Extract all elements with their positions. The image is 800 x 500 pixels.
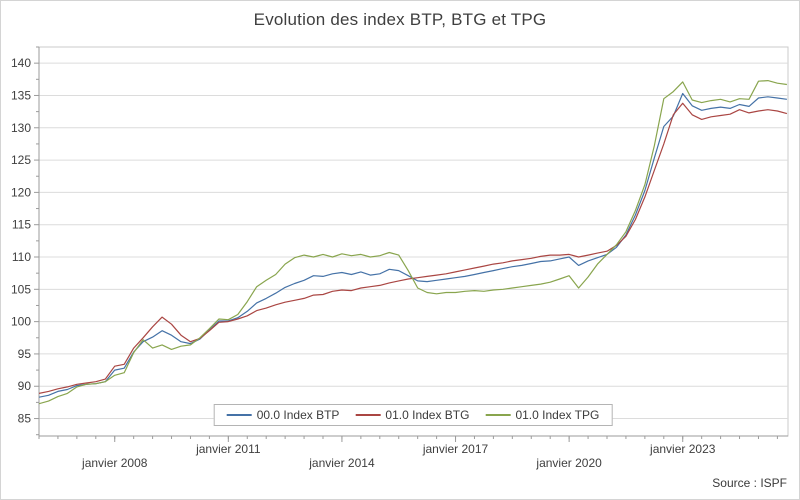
tpg-line-swatch-icon: [485, 414, 511, 416]
series-line-tpg: [39, 79, 787, 405]
y-tick-label: 110: [12, 250, 31, 264]
y-tick-label: 140: [11, 56, 31, 70]
source-caption: Source : ISPF: [712, 476, 787, 490]
legend-item-btg[interactable]: 01.0 Index BTG: [355, 408, 469, 422]
legend-label-btp: 00.0 Index BTP: [256, 408, 340, 422]
y-tick-label: 125: [11, 153, 31, 167]
legend-label-btg: 01.0 Index BTG: [385, 408, 470, 422]
y-tick-label: 85: [18, 412, 32, 426]
chart-title: Evolution des index BTP, BTG et TPG: [253, 10, 547, 29]
y-tick-label: 120: [11, 185, 31, 199]
legend-item-btp[interactable]: 00.0 Index BTP: [226, 408, 340, 422]
y-tick-label: 90: [18, 379, 32, 393]
x-tick-label: janvier 2020: [535, 456, 602, 470]
legend-label-tpg: 01.0 Index TPG: [515, 408, 600, 422]
x-tick-label: janvier 2008: [81, 456, 148, 470]
x-tick-label: janvier 2017: [422, 442, 489, 456]
y-tick-label: 105: [11, 282, 31, 296]
legend-item-tpg[interactable]: 01.0 Index TPG: [485, 408, 599, 422]
y-tick-label: 95: [18, 347, 32, 361]
plot-border: [38, 46, 789, 437]
btg-line-swatch-icon: [355, 414, 381, 416]
series-line-btg: [39, 102, 788, 394]
x-tick-label: janvier 2014: [308, 456, 375, 470]
btp-line-swatch-icon: [226, 414, 252, 416]
y-tick-label: 135: [11, 88, 31, 102]
y-tick-label: 100: [11, 315, 31, 329]
y-tick-label: 115: [12, 218, 31, 232]
x-tick-label: janvier 2011: [195, 442, 261, 456]
y-tick-label: 130: [11, 121, 31, 135]
x-tick-label: janvier 2023: [649, 442, 716, 456]
legend: 00.0 Index BTP 01.0 Index BTG 01.0 Index…: [213, 404, 613, 426]
series-line-btp: [39, 92, 787, 398]
